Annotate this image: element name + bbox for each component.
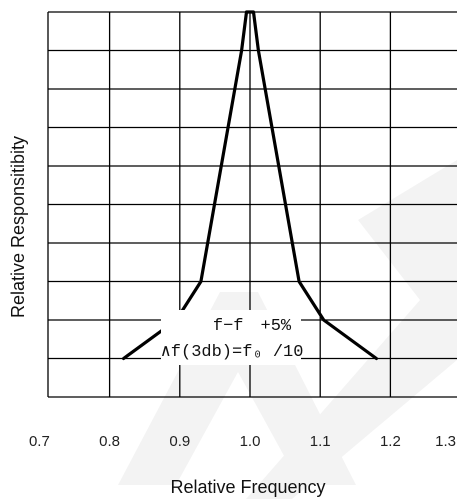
x-tick-label: 1.3 <box>435 433 456 450</box>
x-tick-labels: 0.7 0.8 0.9 1.0 1.1 1.2 1.3 <box>29 433 456 450</box>
x-tick-label: 1.2 <box>380 433 401 450</box>
x-tick-label: 1.0 <box>240 433 261 450</box>
x-tick-label: 0.7 <box>29 433 50 450</box>
annotation-line-1: f−f +5% <box>213 317 292 336</box>
x-tick-label: 0.8 <box>99 433 120 450</box>
y-axis-title: Relative Responsitibity <box>8 136 28 318</box>
annotation-background <box>161 310 301 365</box>
x-tick-label: 0.9 <box>169 433 190 450</box>
x-tick-label: 1.1 <box>310 433 331 450</box>
response-curve <box>121 10 378 361</box>
x-axis-title: Relative Frequency <box>170 477 325 497</box>
curve-layer <box>121 10 378 361</box>
watermark-shape <box>118 160 457 499</box>
annotation-line-2: ∧f(3db)=f₀ /10 <box>161 343 304 362</box>
